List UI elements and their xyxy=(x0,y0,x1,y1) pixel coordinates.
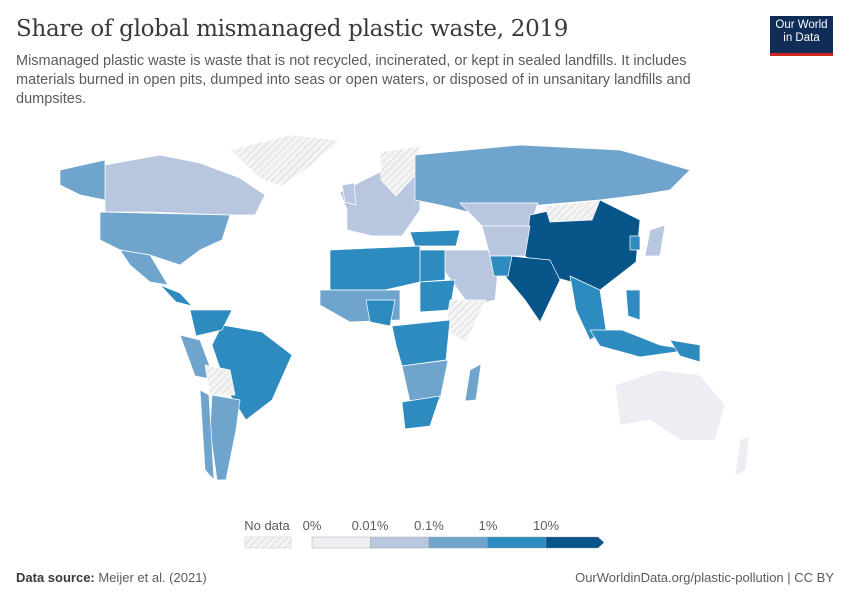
world-map xyxy=(59,134,750,481)
legend-tick-4: 10% xyxy=(532,518,560,533)
chart-subtitle: Mismanaged plastic waste is waste that i… xyxy=(16,53,691,107)
region-papua-new-guinea[interactable] xyxy=(669,339,701,363)
region-philippines[interactable] xyxy=(625,289,641,321)
region-mexico[interactable] xyxy=(119,249,169,286)
region-south-korea[interactable] xyxy=(629,235,641,251)
source-link[interactable]: OurWorldinData.org/plastic-pollution | C… xyxy=(575,570,834,585)
region-colombia-venezuela[interactable] xyxy=(189,309,233,337)
legend-swatch-3[interactable] xyxy=(487,536,547,549)
region-north-africa[interactable] xyxy=(329,245,421,291)
region-nigeria[interactable] xyxy=(365,299,396,327)
region-brazil[interactable] xyxy=(211,324,293,421)
legend-swatch-0[interactable] xyxy=(311,536,371,549)
data-source: Data source: Meijer et al. (2021) xyxy=(16,570,207,585)
region-greenland[interactable] xyxy=(229,134,341,187)
legend-tick-1: 0.01% xyxy=(351,518,389,533)
region-australia[interactable] xyxy=(614,369,726,441)
map-legend: No data 0% 0.01% 0.1% 1% 10% xyxy=(240,515,620,555)
region-horn-of-africa[interactable] xyxy=(444,299,487,343)
region-alaska-usa-[interactable] xyxy=(59,159,106,201)
region-egypt[interactable] xyxy=(419,249,446,283)
region-russia[interactable] xyxy=(414,144,691,216)
region-canada[interactable] xyxy=(104,154,266,216)
region-united-kingdom[interactable] xyxy=(341,182,357,206)
region-central-africa[interactable] xyxy=(391,319,451,367)
region-united-states[interactable] xyxy=(99,211,231,266)
legend-tick-3: 1% xyxy=(478,518,498,533)
region-kazakhstan[interactable] xyxy=(459,202,539,227)
legend-swatch-2[interactable] xyxy=(428,536,488,549)
region-central-asia[interactable] xyxy=(481,225,531,257)
legend-swatch-1[interactable] xyxy=(370,536,430,549)
owid-logo[interactable]: Our World in Data xyxy=(770,16,833,56)
legend-no-data-label: No data xyxy=(244,518,290,533)
region-chile[interactable] xyxy=(199,389,215,481)
legend-swatch-no-data[interactable] xyxy=(244,536,292,549)
region-pakistan[interactable] xyxy=(489,255,513,277)
region-scandinavia[interactable] xyxy=(379,145,421,197)
region-south-africa[interactable] xyxy=(401,395,441,430)
region-japan[interactable] xyxy=(644,224,666,257)
region-madagascar[interactable] xyxy=(464,363,482,402)
region-mongolia[interactable] xyxy=(544,199,601,223)
region-southern-africa[interactable] xyxy=(401,359,449,403)
region-new-zealand[interactable] xyxy=(734,435,750,477)
source-label: Data source: xyxy=(16,570,95,585)
legend-tick-2: 0.1% xyxy=(414,518,444,533)
legend-tick-0: 0% xyxy=(302,518,322,533)
region-bolivia[interactable] xyxy=(204,364,236,396)
legend-swatches xyxy=(244,536,605,549)
region-central-america[interactable] xyxy=(159,284,193,307)
region-turkey[interactable] xyxy=(409,229,461,247)
region-argentina[interactable] xyxy=(209,394,241,481)
source-text: Meijer et al. (2021) xyxy=(98,570,207,585)
chart-title: Share of global mismanaged plastic waste… xyxy=(16,16,569,42)
region-india[interactable] xyxy=(504,255,561,323)
legend-swatch-4[interactable] xyxy=(545,536,605,549)
